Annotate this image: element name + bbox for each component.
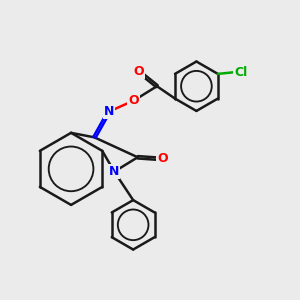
Text: Cl: Cl (234, 66, 248, 79)
Text: O: O (157, 152, 168, 166)
Text: O: O (128, 94, 139, 107)
Text: N: N (104, 105, 114, 118)
Text: O: O (134, 65, 144, 78)
Text: N: N (109, 165, 119, 178)
